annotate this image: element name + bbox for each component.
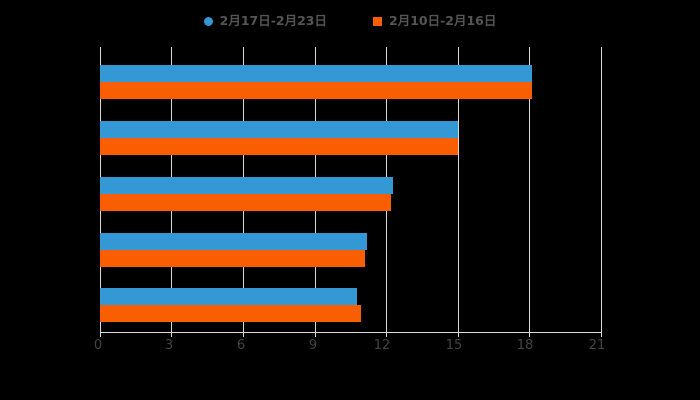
legend-marker-square-icon [373, 16, 382, 26]
legend-item-series-1[interactable]: 2月17日-2月23日 [203, 12, 327, 28]
chart-legend: 2月17日-2月23日 2月10日-2月16日 [0, 10, 700, 32]
x-tick-mark-12 [386, 332, 387, 337]
x-tick-label-9: 9 [308, 338, 318, 353]
bar-series-1-cat-2[interactable] [100, 177, 393, 194]
gridline-15 [458, 47, 459, 332]
bar-series-2-cat-0[interactable] [100, 82, 532, 99]
legend-label-series-1: 2月17日-2月23日 [219, 12, 327, 28]
plot-area [100, 47, 602, 332]
x-tick-label-3: 3 [164, 338, 174, 353]
x-tick-label-12: 12 [373, 338, 391, 353]
x-tick-mark-0 [100, 332, 101, 337]
x-tick-mark-9 [315, 332, 316, 337]
x-tick-mark-21 [601, 332, 602, 337]
bar-series-2-cat-2[interactable] [100, 194, 391, 211]
legend-label-series-2: 2月10日-2月16日 [389, 12, 497, 28]
x-tick-label-15: 15 [445, 338, 463, 353]
x-tick-mark-18 [529, 332, 530, 337]
x-tick-label-0: 0 [93, 338, 103, 353]
x-tick-mark-3 [171, 332, 172, 337]
x-tick-mark-6 [243, 332, 244, 337]
bar-series-2-cat-1[interactable] [100, 138, 458, 155]
bar-series-1-cat-3[interactable] [100, 233, 367, 250]
legend-marker-circle-icon [203, 16, 213, 26]
bar-series-1-cat-1[interactable] [100, 121, 458, 138]
bar-series-2-cat-3[interactable] [100, 250, 365, 267]
gridline-21 [601, 47, 602, 332]
legend-item-series-2[interactable]: 2月10日-2月16日 [373, 12, 497, 28]
bar-series-1-cat-0[interactable] [100, 65, 532, 82]
x-tick-label-6: 6 [236, 338, 246, 353]
bar-series-1-cat-4[interactable] [100, 288, 357, 305]
x-tick-label-21: 21 [588, 338, 606, 353]
x-tick-mark-15 [458, 332, 459, 337]
x-tick-label-18: 18 [516, 338, 534, 353]
x-axis-line [100, 332, 602, 333]
gridline-18 [529, 47, 530, 332]
bar-series-2-cat-4[interactable] [100, 305, 361, 322]
